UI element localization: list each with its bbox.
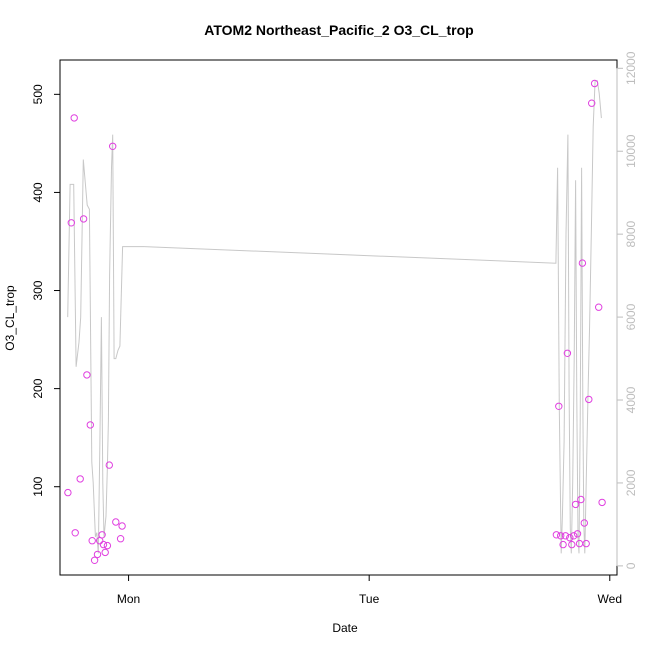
data-point bbox=[88, 537, 96, 545]
data-point bbox=[559, 540, 567, 549]
data-point bbox=[595, 303, 603, 311]
data-point bbox=[99, 540, 108, 549]
x-tick-label: Mon bbox=[117, 592, 140, 606]
data-point bbox=[118, 522, 126, 530]
data-point bbox=[566, 534, 574, 542]
data-point bbox=[568, 540, 576, 549]
y-tick-label: 500 bbox=[31, 84, 45, 104]
data-point bbox=[590, 79, 599, 88]
y2-tick-label: 12000 bbox=[624, 51, 638, 85]
x-tick-label: Tue bbox=[359, 592, 380, 606]
data-point bbox=[577, 495, 585, 504]
chart-title: ATOM2 Northeast_Pacific_2 O3_CL_trop bbox=[204, 22, 473, 38]
y2-tick-label: 4000 bbox=[624, 386, 638, 413]
data-point bbox=[571, 500, 580, 509]
data-point bbox=[67, 219, 76, 227]
data-point bbox=[580, 519, 588, 527]
y2-tick-label: 0 bbox=[624, 562, 638, 569]
data-point bbox=[70, 114, 78, 122]
y-tick-label: 400 bbox=[31, 182, 45, 202]
data-point bbox=[109, 142, 117, 151]
data-point bbox=[64, 488, 72, 497]
altitude-line-series bbox=[67, 80, 602, 554]
data-point bbox=[86, 421, 95, 429]
data-point bbox=[582, 539, 590, 548]
o3-point-series bbox=[64, 79, 606, 564]
y-tick-label: 100 bbox=[31, 476, 45, 496]
data-point bbox=[98, 531, 106, 539]
data-point bbox=[570, 532, 578, 540]
y-axis-left: 100 200 300 400 500 bbox=[31, 84, 61, 497]
data-point bbox=[557, 532, 565, 540]
data-point bbox=[598, 498, 606, 507]
data-point bbox=[573, 530, 582, 538]
y-axis-right: 0 2000 4000 6000 8000 10000 12000 bbox=[616, 51, 638, 569]
data-point bbox=[561, 532, 570, 540]
x-tick-label: Wed bbox=[598, 592, 622, 606]
data-point bbox=[588, 99, 596, 107]
data-point bbox=[93, 550, 102, 559]
data-point bbox=[76, 475, 84, 483]
data-point bbox=[79, 215, 88, 223]
data-point bbox=[552, 531, 561, 539]
y2-tick-label: 8000 bbox=[624, 220, 638, 247]
x-axis-label: Date bbox=[332, 621, 358, 635]
data-point bbox=[90, 556, 99, 564]
y-axis-label: O3_CL_trop bbox=[3, 285, 17, 351]
y2-tick-label: 10000 bbox=[624, 134, 638, 168]
data-point bbox=[116, 535, 125, 543]
data-point bbox=[101, 548, 109, 557]
data-point bbox=[555, 402, 563, 410]
data-point bbox=[578, 259, 587, 267]
data-point bbox=[563, 349, 572, 357]
y-tick-label: 300 bbox=[31, 280, 45, 300]
y2-tick-label: 2000 bbox=[624, 469, 638, 496]
data-point bbox=[585, 395, 593, 404]
data-point bbox=[83, 371, 91, 379]
data-point bbox=[103, 541, 112, 550]
altitude-line bbox=[67, 80, 602, 554]
data-point bbox=[105, 461, 114, 469]
x-axis: Mon Tue Wed bbox=[117, 574, 622, 606]
data-point bbox=[71, 529, 79, 537]
y-tick-label: 200 bbox=[31, 378, 45, 398]
y2-tick-label: 6000 bbox=[624, 303, 638, 330]
data-point bbox=[112, 518, 120, 526]
